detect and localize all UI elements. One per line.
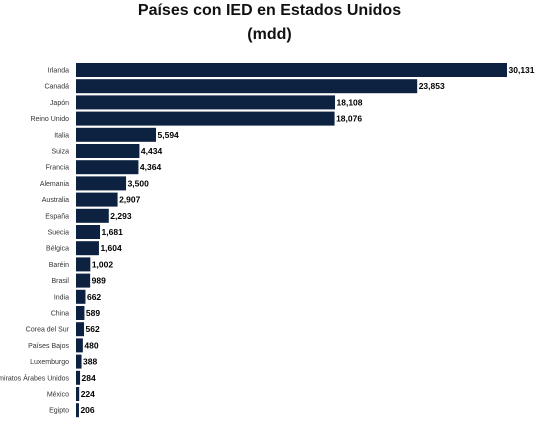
category-label: Australia [42, 197, 69, 204]
data-label: 989 [92, 276, 106, 286]
data-label: 2,907 [119, 195, 141, 205]
category-label: España [45, 213, 69, 220]
bar [76, 289, 86, 304]
category-label: India [54, 294, 69, 301]
category-label: Luxemburgo [30, 359, 69, 366]
bar [76, 257, 91, 272]
category-label: Bélgica [46, 246, 69, 253]
category-label: México [47, 392, 69, 399]
category-label: Canadá [44, 84, 69, 91]
bar [76, 387, 80, 401]
bar [76, 95, 336, 110]
bar [76, 322, 85, 337]
category-label: Japón [50, 100, 69, 107]
category-label: Corea del Sur [26, 327, 70, 334]
category-label: Suecia [48, 230, 70, 237]
data-label: 662 [87, 292, 101, 302]
data-label: 589 [86, 308, 100, 318]
bar [76, 273, 91, 288]
category-label: Suiza [51, 149, 69, 156]
data-label: 5,594 [158, 130, 180, 140]
category-label: Alemania [40, 181, 69, 188]
data-label: 206 [80, 405, 94, 415]
category-label: Brasil [51, 278, 69, 285]
data-label: 2,293 [110, 211, 132, 221]
bar [76, 354, 82, 369]
bar [76, 160, 139, 175]
data-label: 1,681 [102, 227, 124, 237]
data-label: 1,604 [100, 243, 122, 253]
data-label: 4,364 [140, 162, 162, 172]
chart-title-text: Países con IED en Estados Unidos [137, 2, 402, 19]
category-label: Egipto [49, 408, 69, 415]
category-label: Francia [46, 165, 69, 172]
bar [76, 111, 335, 126]
bar [76, 306, 85, 320]
category-label: Reino Unido [30, 116, 69, 123]
bar [76, 176, 127, 191]
data-label: 30,131 [509, 65, 535, 75]
data-label: 388 [83, 357, 97, 367]
data-label: 1,002 [92, 259, 114, 269]
bar [76, 144, 140, 158]
data-label: 224 [81, 389, 95, 399]
bar [76, 127, 157, 142]
category-label: Baréin [49, 262, 69, 269]
category-label: Países Bajos [28, 343, 69, 350]
data-label: 480 [84, 340, 98, 350]
data-label: 3,500 [128, 178, 150, 188]
chart-subtitle: (mdd) [247, 26, 292, 43]
bar [76, 225, 101, 239]
bar [76, 208, 109, 223]
chart-title: Países con IED en Estados Unidos (mdd) [0, 0, 539, 44]
category-label: Irlanda [48, 68, 70, 75]
bar [76, 338, 83, 353]
bar [76, 241, 99, 256]
data-label: 4,434 [141, 146, 163, 156]
bar [76, 63, 507, 77]
bar [76, 192, 118, 207]
category-label: China [51, 311, 69, 318]
category-label: Italia [54, 132, 69, 139]
bar [76, 370, 81, 385]
data-label: 18,108 [337, 97, 363, 107]
data-label: 284 [82, 373, 96, 383]
bar [76, 79, 418, 94]
category-label: Emiratos Árabes Unidos [0, 373, 69, 382]
data-label: 18,076 [336, 114, 362, 124]
data-label: 562 [86, 324, 100, 334]
data-label: 23,853 [419, 81, 445, 91]
bar [76, 403, 79, 418]
